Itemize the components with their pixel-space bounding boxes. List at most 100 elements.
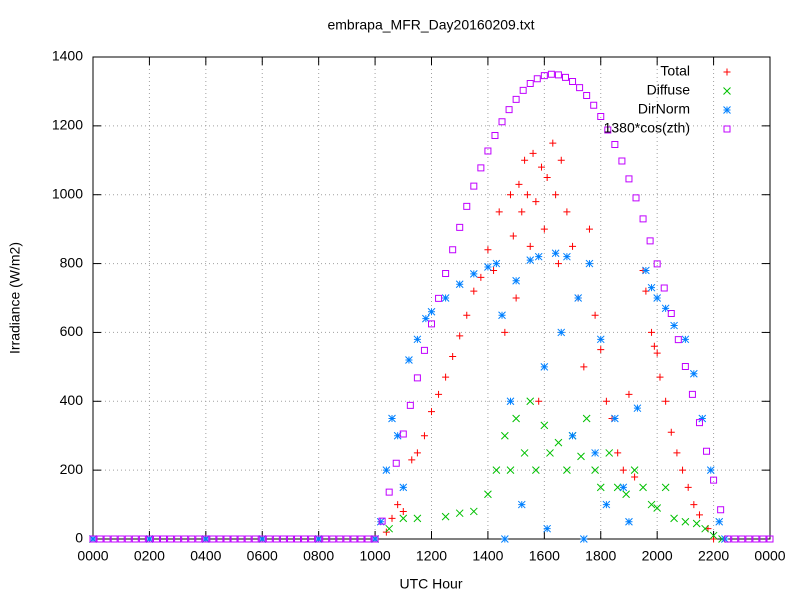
y-tick-label: 1400 <box>52 48 83 64</box>
x-tick-label: 2000 <box>642 548 673 564</box>
point <box>152 535 160 543</box>
point <box>653 349 661 357</box>
point <box>597 113 605 121</box>
point <box>258 535 267 543</box>
point <box>294 535 302 543</box>
point <box>515 180 523 188</box>
point <box>681 517 690 526</box>
point <box>336 535 344 543</box>
point <box>549 139 557 147</box>
point <box>625 517 633 526</box>
y-tick-label: 1000 <box>52 185 83 201</box>
point <box>343 535 351 543</box>
point <box>614 449 622 457</box>
point <box>596 483 605 492</box>
point <box>265 535 273 543</box>
point <box>422 314 430 323</box>
y-axis-label: Irradiance (W/m2) <box>7 242 23 354</box>
point <box>463 311 471 319</box>
legend-marker <box>723 125 731 133</box>
point <box>371 535 379 543</box>
point <box>449 246 457 254</box>
point <box>540 363 549 371</box>
point <box>399 430 407 438</box>
point <box>495 208 503 216</box>
point <box>526 242 534 250</box>
legend-label: Total <box>660 63 690 79</box>
point <box>209 535 217 543</box>
x-tick-label: 1800 <box>585 548 616 564</box>
point <box>738 535 746 543</box>
point <box>315 535 323 543</box>
point <box>591 311 599 319</box>
point <box>484 263 492 271</box>
point <box>501 328 509 336</box>
point <box>639 215 647 223</box>
point <box>385 524 394 533</box>
y-tick-label: 0 <box>75 530 83 546</box>
point <box>145 535 153 543</box>
point <box>286 535 294 543</box>
point <box>532 198 540 206</box>
point <box>216 535 224 543</box>
point <box>622 490 630 499</box>
x-tick-label: 1200 <box>416 548 447 564</box>
point <box>350 535 358 543</box>
point <box>393 431 402 440</box>
x-tick-label: 0000 <box>77 548 108 564</box>
point <box>174 535 182 543</box>
point <box>223 535 231 543</box>
point <box>428 320 435 328</box>
x-tick-label: 1000 <box>360 548 391 564</box>
point <box>540 72 548 80</box>
point <box>506 466 515 474</box>
point <box>695 511 703 519</box>
point <box>591 449 599 457</box>
point <box>619 466 627 474</box>
point <box>477 273 485 281</box>
point <box>681 335 690 344</box>
point <box>523 191 531 199</box>
point <box>679 466 687 474</box>
point <box>661 483 670 492</box>
point <box>201 535 210 543</box>
point <box>703 447 711 455</box>
point <box>382 466 391 474</box>
point <box>463 202 471 210</box>
point <box>709 531 718 540</box>
point <box>540 421 549 430</box>
x-tick-label: 0600 <box>247 548 278 564</box>
point <box>405 356 413 364</box>
point <box>543 524 552 533</box>
point <box>506 397 515 406</box>
point <box>710 535 718 543</box>
point <box>521 156 529 164</box>
x-axis-label: UTC Hour <box>399 576 462 592</box>
point <box>745 535 753 543</box>
point <box>244 535 252 543</box>
point <box>470 287 478 295</box>
point <box>596 335 605 344</box>
point <box>110 535 118 543</box>
point <box>512 276 520 285</box>
point <box>449 353 457 361</box>
point <box>731 535 739 543</box>
point <box>554 71 562 79</box>
point <box>526 80 534 88</box>
point <box>364 535 372 543</box>
point <box>469 507 478 516</box>
point <box>540 225 548 233</box>
point <box>512 294 520 302</box>
point <box>576 84 584 92</box>
point <box>604 126 612 134</box>
point <box>583 92 591 100</box>
x-tick-label: 1600 <box>529 548 560 564</box>
point <box>701 524 709 533</box>
point <box>667 309 675 317</box>
point <box>717 506 725 514</box>
y-tick-label: 200 <box>60 461 84 477</box>
point <box>670 321 678 330</box>
point <box>690 501 698 509</box>
series <box>89 249 729 543</box>
